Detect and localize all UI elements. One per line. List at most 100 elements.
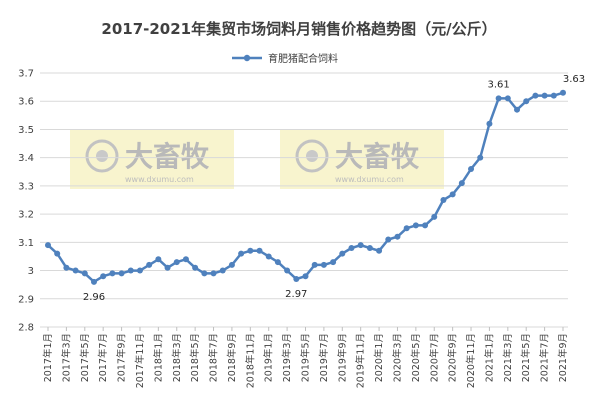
- data-point: [302, 273, 309, 280]
- data-point: [201, 270, 208, 277]
- data-point: [81, 270, 88, 277]
- data-point: [431, 213, 438, 220]
- data-label: 2.97: [285, 289, 307, 300]
- x-tick-label: 2020年5月: [410, 333, 422, 382]
- data-point: [320, 261, 327, 268]
- x-tick-label: 2021年5月: [520, 333, 532, 382]
- data-point: [440, 197, 447, 203]
- data-point: [136, 267, 143, 274]
- x-tick-label: 2021年1月: [483, 333, 495, 382]
- x-tick-label: 2020年11月: [465, 333, 477, 388]
- data-point: [256, 247, 263, 254]
- y-tick-label: 3.2: [18, 210, 34, 221]
- data-point: [293, 276, 300, 283]
- x-tick-label: 2020年1月: [373, 333, 385, 382]
- y-tick-label: 3.1: [18, 238, 34, 249]
- data-point: [339, 250, 346, 257]
- data-label: 3.61: [487, 79, 509, 90]
- data-point: [541, 92, 548, 99]
- x-tick-label: 2019年9月: [336, 333, 348, 382]
- data-label: 3.63: [563, 74, 585, 85]
- data-point: [219, 267, 226, 274]
- data-point: [72, 267, 79, 274]
- x-tick-label: 2017年9月: [116, 333, 128, 382]
- watermark: 大畜牧 www.dxumu.com: [70, 129, 234, 189]
- data-point: [90, 278, 97, 285]
- y-tick-label: 3.3: [18, 181, 34, 192]
- data-point: [477, 154, 484, 161]
- data-point: [54, 250, 61, 257]
- data-point: [495, 95, 502, 102]
- data-point: [458, 180, 465, 187]
- data-point: [403, 225, 410, 232]
- data-point: [504, 95, 511, 102]
- data-point: [385, 236, 392, 243]
- x-tick-label: 2017年11月: [134, 333, 146, 388]
- camera-lens-icon-center: [96, 150, 108, 162]
- data-point: [192, 264, 199, 271]
- data-point: [238, 250, 245, 257]
- y-tick-label: 2.8: [18, 323, 34, 334]
- data-point: [412, 222, 419, 229]
- data-point: [560, 89, 566, 96]
- data-point: [422, 222, 429, 229]
- camera-lens-icon-center: [306, 150, 318, 162]
- data-point: [100, 273, 107, 280]
- watermark-url: www.dxumu.com: [125, 175, 194, 184]
- x-tick-label: 2018年3月: [171, 333, 183, 382]
- data-point: [514, 106, 521, 113]
- data-point: [311, 261, 318, 268]
- camera-lens-icon: [85, 139, 119, 173]
- data-point: [155, 256, 162, 263]
- watermark-text: 大畜牧: [125, 140, 210, 173]
- x-tick-label: 2018年5月: [189, 333, 201, 382]
- data-point: [127, 267, 134, 274]
- data-point: [449, 191, 456, 198]
- y-tick-label: 3.4: [18, 153, 34, 164]
- data-point: [265, 253, 272, 260]
- x-tick-label: 2020年7月: [428, 333, 440, 382]
- x-tick-label: 2017年3月: [60, 333, 72, 382]
- y-tick-label: 3.7: [18, 69, 34, 80]
- data-point: [164, 264, 171, 271]
- x-tick-label: 2019年3月: [281, 333, 293, 382]
- y-tick-label: 2.9: [18, 294, 34, 305]
- data-point: [146, 261, 153, 268]
- x-tick-label: 2017年7月: [97, 333, 109, 382]
- data-point: [109, 270, 116, 277]
- data-point: [468, 165, 475, 172]
- data-point: [284, 267, 291, 274]
- data-point: [366, 244, 373, 251]
- data-point: [348, 244, 355, 251]
- data-point: [228, 261, 235, 268]
- legend-label: 育肥猪配合饲料: [268, 52, 338, 65]
- x-tick-label: 2021年7月: [539, 333, 551, 382]
- x-tick-label: 2018年7月: [208, 333, 220, 382]
- y-tick-label: 3.6: [18, 97, 34, 108]
- data-point: [532, 92, 539, 99]
- data-point: [274, 259, 281, 266]
- x-tick-label: 2021年3月: [502, 333, 514, 382]
- x-tick-label: 2019年11月: [355, 333, 367, 388]
- data-point: [63, 264, 70, 271]
- watermark-text: 大畜牧: [335, 140, 420, 173]
- data-point: [173, 259, 180, 266]
- x-tick-label: 2021年9月: [557, 333, 569, 382]
- data-point: [550, 92, 557, 99]
- data-point: [210, 270, 217, 277]
- legend-marker: [243, 54, 251, 62]
- data-point: [247, 247, 254, 254]
- camera-lens-icon: [295, 139, 329, 173]
- x-tick-label: 2018年9月: [226, 333, 238, 382]
- data-point: [376, 247, 383, 254]
- watermark: 大畜牧 www.dxumu.com: [280, 129, 444, 189]
- data-point: [523, 98, 530, 105]
- x-tick-label: 2020年3月: [391, 333, 403, 382]
- chart-title: 2017-2021年集贸市场饲料月销售价格趋势图（元/公斤）: [101, 20, 497, 38]
- data-point: [394, 233, 401, 240]
- x-tick-label: 2019年7月: [318, 333, 330, 382]
- x-tick-label: 2019年5月: [300, 333, 312, 382]
- data-point: [330, 259, 337, 266]
- data-label: 2.96: [83, 292, 105, 303]
